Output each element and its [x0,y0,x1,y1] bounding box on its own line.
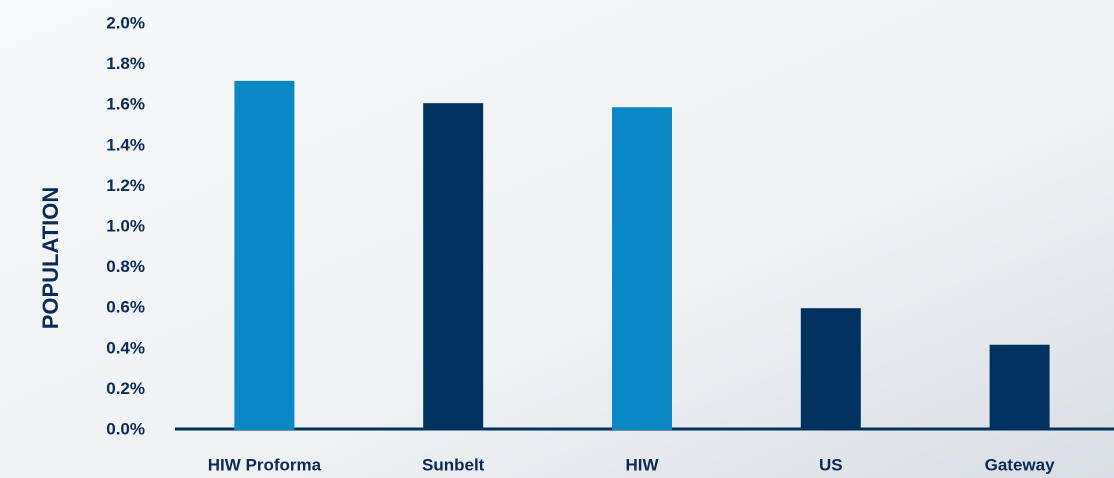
y-tick-label: 0.2% [106,379,145,398]
x-tick-label: Gateway [985,455,1055,474]
y-tick-label: 0.8% [106,257,145,276]
y-tick-label: 0.6% [106,298,145,317]
y-tick-label: 0.0% [106,419,145,438]
x-tick-label: US [819,455,843,474]
bar [423,103,484,431]
y-tick-label: 1.4% [106,135,145,154]
y-tick-label: 0.4% [106,338,145,357]
bar [989,344,1050,430]
y-tick-label: 1.8% [106,54,145,73]
bar [612,107,672,430]
y-tick-label: 2.0% [106,13,145,32]
y-tick-label: 1.6% [106,95,145,114]
y-tick-label: 1.2% [106,176,145,195]
bar [800,308,861,430]
bar [234,80,295,430]
x-tick-label: Sunbelt [422,455,485,474]
y-tick-label: 1.0% [106,216,145,235]
x-tick-label: HIW [625,455,659,474]
x-tick-label: HIW Proforma [208,455,322,474]
y-axis-label: POPULATION [38,187,63,330]
